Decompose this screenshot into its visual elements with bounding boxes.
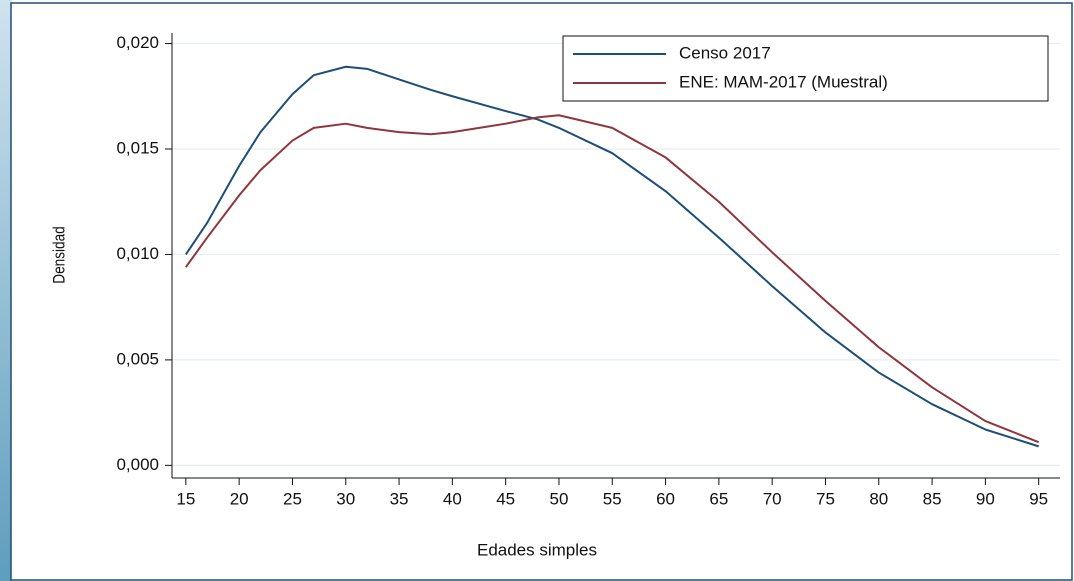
series-line <box>185 114 1040 444</box>
x-tick-label: 75 <box>816 489 835 508</box>
x-tick-label: 25 <box>283 489 302 508</box>
x-tick-label: 35 <box>390 489 409 508</box>
series-line <box>185 65 1039 448</box>
x-tick-label: 80 <box>869 489 888 508</box>
x-tick-label: 95 <box>1029 489 1048 508</box>
x-tick-label: 85 <box>923 489 942 508</box>
x-tick-label: 30 <box>336 489 355 508</box>
legend-label: Censo 2017 <box>679 43 771 62</box>
y-axis-label: Densidad <box>50 226 69 283</box>
x-tick-label: 55 <box>603 489 622 508</box>
y-tick-label: 0,015 <box>116 138 159 157</box>
x-tick-label: 70 <box>763 489 782 508</box>
x-tick-label: 50 <box>550 489 569 508</box>
x-tick-label: 45 <box>496 489 515 508</box>
y-tick-label: 0,005 <box>116 349 159 368</box>
x-axis-label: Edades simples <box>477 540 597 559</box>
x-tick-label: 65 <box>709 489 728 508</box>
y-tick-label: 0,000 <box>116 455 159 474</box>
x-tick-label: 90 <box>976 489 995 508</box>
x-tick-label: 15 <box>176 489 195 508</box>
x-tick-label: 60 <box>656 489 675 508</box>
legend-label: ENE: MAM-2017 (Muestral) <box>679 72 888 91</box>
y-tick-label: 0,020 <box>116 33 159 52</box>
side-strip <box>0 0 12 581</box>
y-tick-label: 0,010 <box>116 244 159 263</box>
x-tick-label: 20 <box>230 489 249 508</box>
legend-box <box>562 35 1049 102</box>
x-tick-label: 40 <box>443 489 462 508</box>
